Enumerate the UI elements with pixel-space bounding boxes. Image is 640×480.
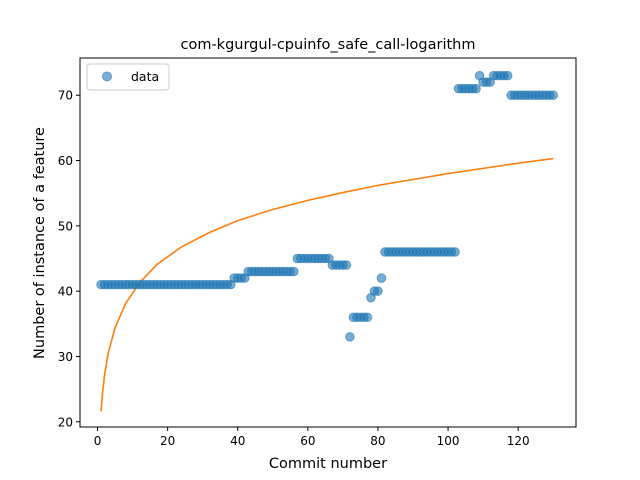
x-axis-label: Commit number (269, 456, 387, 472)
data-point (502, 70, 513, 81)
data-point (450, 247, 460, 257)
y-tick-label: 70 (58, 89, 73, 103)
chart-title: com-kgurgul-cpuinfo_safe_call-logarithm (180, 37, 475, 53)
legend-box (86, 63, 170, 91)
x-tick-label: 60 (300, 434, 315, 448)
data-point (548, 90, 559, 101)
y-tick-label: 30 (58, 350, 73, 364)
x-axis: 0 20 40 60 80 100 120 (94, 427, 530, 448)
y-axis: 20 30 40 50 60 70 (58, 89, 80, 429)
y-tick-label: 40 (58, 285, 73, 299)
data-point (341, 260, 352, 270)
fit-line (100, 157, 554, 412)
x-tick-label: 20 (160, 434, 175, 448)
x-tick-label: 0 (94, 434, 102, 448)
data-point (345, 332, 355, 342)
data-point (289, 266, 299, 277)
legend-marker (102, 71, 112, 82)
plot-frame (79, 57, 577, 428)
x-tick-label: 120 (507, 434, 530, 448)
x-tick-label: 80 (370, 434, 385, 448)
y-axis-label: Number of instance of a feature (32, 127, 48, 359)
legend: data (86, 63, 170, 91)
data-point (376, 273, 387, 283)
data-point (373, 286, 383, 296)
legend-label: data (131, 69, 159, 84)
plot-area (96, 70, 559, 412)
y-tick-label: 50 (58, 219, 73, 233)
data-point (362, 312, 373, 323)
y-tick-label: 20 (58, 415, 73, 429)
x-tick-label: 40 (230, 434, 245, 448)
data-point (471, 83, 481, 94)
x-tick-label: 100 (437, 434, 460, 448)
y-tick-label: 60 (58, 154, 73, 168)
